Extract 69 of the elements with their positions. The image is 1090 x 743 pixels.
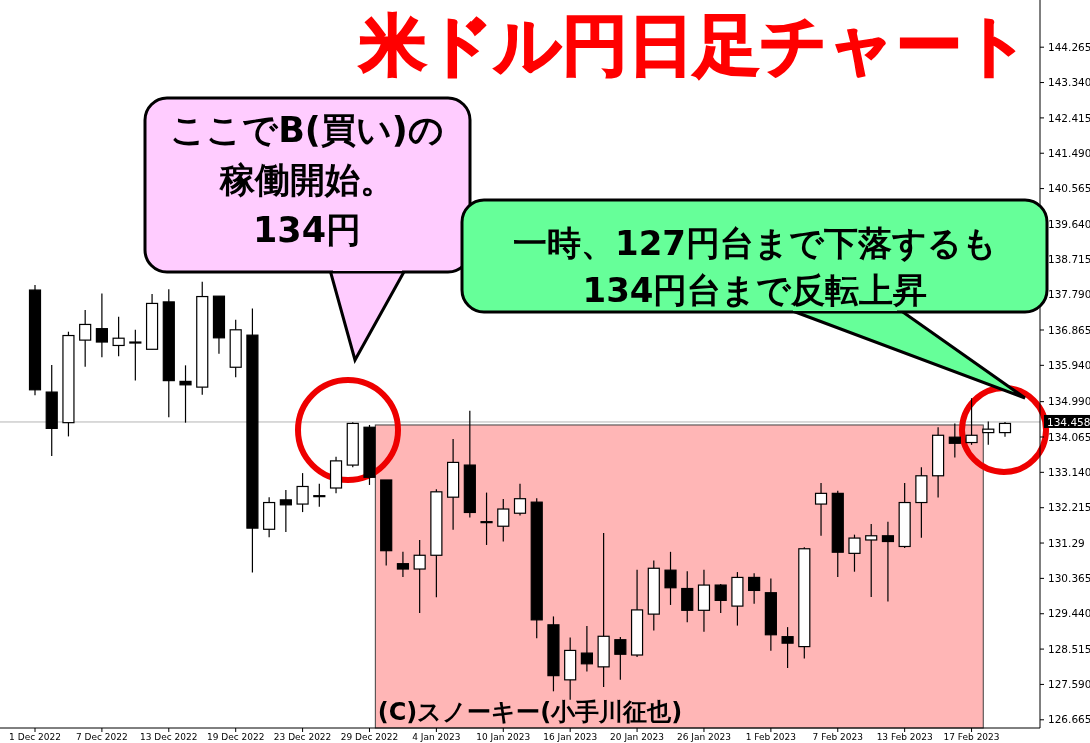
candlestick [480,491,493,546]
x-tick-label: 29 Dec 2022 [340,732,399,743]
x-tick-label: 26 Jan 2023 [676,732,731,743]
candlestick [748,572,761,605]
chart-title: 米ドル円日足チャート [359,7,1030,85]
annotation: 一時、127円台まで下落するも [513,222,997,263]
candlestick [95,292,108,358]
annotation: 134円台まで反転上昇 [582,269,928,310]
y-tick-label: 136.865 [1048,323,1090,336]
x-tick-label: 13 Feb 2023 [876,732,933,743]
y-tick-label: 139.640 [1048,217,1090,230]
x-tick-label: 1 Dec 2022 [9,732,61,743]
y-tick-label: 134.990 [1048,395,1090,408]
y-tick-label: 129.440 [1048,607,1090,620]
y-tick-label: 126.665 [1048,713,1090,726]
candlestick [781,626,794,669]
candlestick [313,483,326,508]
x-tick-label: 4 Jan 2023 [412,732,461,743]
candlestick [664,551,677,606]
x-tick-label: 10 Jan 2023 [476,732,531,743]
candlestick [580,625,593,673]
candlestick [79,309,92,368]
candlestick [965,397,978,446]
candlestick [129,329,142,382]
annotation: 稼働開始。 [218,160,395,201]
y-tick-label: 128.515 [1048,642,1090,655]
y-tick-label: 140.565 [1048,182,1090,195]
y-tick-label: 144.265 [1048,40,1090,53]
y-tick-label: 132.215 [1048,501,1090,514]
candlestick [112,316,125,357]
x-tick-label: 17 Feb 2023 [943,732,1000,743]
y-tick-label: 131.29 [1048,536,1085,549]
y-tick-label: 138.715 [1048,252,1090,265]
candlestick [881,521,895,603]
candlestick [279,489,292,533]
candlestick [497,498,510,543]
annotation: 134円 [252,210,362,251]
x-tick-label: 1 Feb 2023 [745,732,797,743]
candlestick [296,472,309,513]
x-tick-label: 7 Dec 2022 [76,732,128,743]
x-tick-label: 16 Jan 2023 [543,732,598,743]
candlestick [714,583,727,614]
x-tick-label: 7 Feb 2023 [812,732,863,743]
ref-line-label: 134.458 [1047,415,1090,428]
annotation: ここでB(買い)の [170,110,444,151]
candlestick [681,570,694,623]
annotation: (C)スノーキー(小手川征也) [377,698,683,727]
y-tick-label: 141.490 [1048,146,1090,159]
y-tick-label: 135.940 [1048,359,1090,372]
candlestick [396,551,410,578]
x-tick-label: 20 Jan 2023 [610,732,665,743]
y-tick-label: 133.140 [1048,466,1090,479]
y-tick-label: 142.415 [1048,111,1090,124]
candlestick [179,364,192,424]
x-tick-label: 19 Dec 2022 [206,732,265,743]
y-tick-label: 137.790 [1048,288,1090,301]
y-tick-label: 143.340 [1048,76,1090,89]
candlestick [814,482,828,537]
y-tick-label: 134.065 [1048,430,1090,443]
y-tick-label: 127.590 [1048,678,1090,691]
y-tick-label: 130.365 [1048,572,1090,585]
candlestick [413,539,426,614]
candlestick [513,483,527,517]
candlestick [614,636,627,681]
candlestick [848,534,861,573]
x-tick-label: 23 Dec 2022 [273,732,332,743]
candlestick [948,422,961,459]
x-tick-label: 13 Dec 2022 [140,732,198,743]
candlestick [865,523,878,598]
